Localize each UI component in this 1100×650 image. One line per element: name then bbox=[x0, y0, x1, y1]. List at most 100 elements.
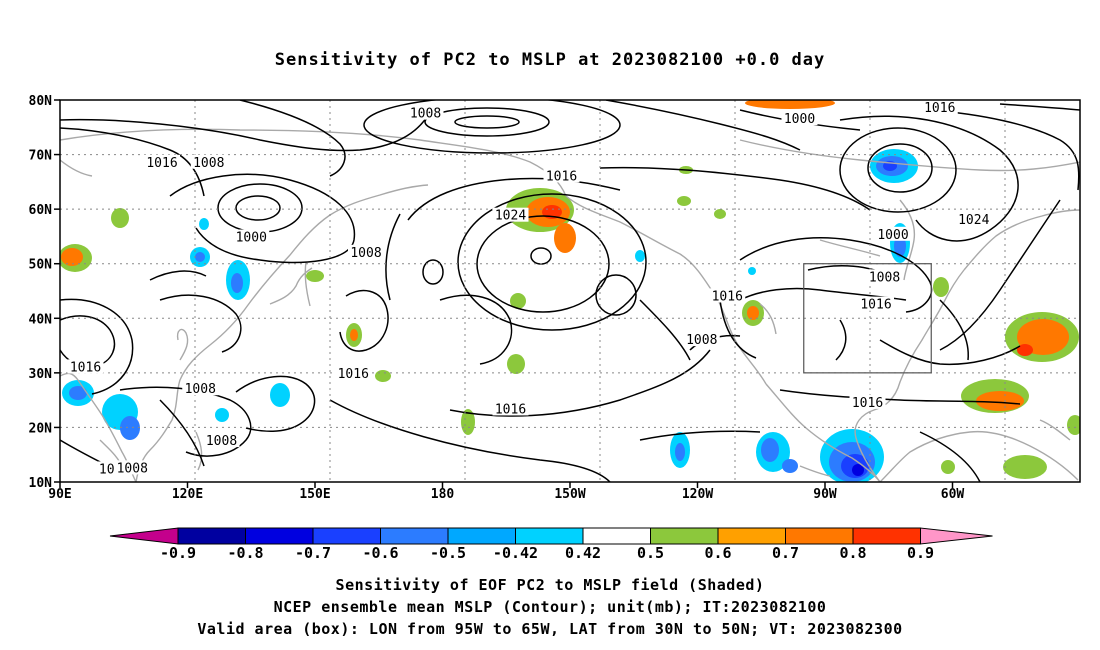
lat-label: 30N bbox=[29, 367, 53, 382]
lat-label: 20N bbox=[29, 421, 53, 436]
map-title: Sensitivity of PC2 to MSLP at 2023082100… bbox=[274, 50, 826, 70]
contour-label: 1008 bbox=[686, 333, 717, 348]
negative-shading bbox=[62, 149, 918, 482]
lon-label: 90E bbox=[48, 487, 71, 502]
colorbar-segment bbox=[245, 527, 314, 545]
colorbar-label: -0.42 bbox=[493, 544, 538, 562]
contour-label-bg bbox=[203, 433, 240, 448]
graticule bbox=[60, 100, 1080, 482]
colorbar-segment bbox=[852, 527, 921, 545]
lon-label: 90W bbox=[813, 487, 837, 502]
contour-label-bg bbox=[875, 226, 911, 241]
colorbar-segment bbox=[785, 527, 854, 545]
colorbar-label: -0.5 bbox=[430, 544, 466, 562]
contour-label-bg bbox=[849, 394, 886, 409]
contour-label: 1016 bbox=[712, 289, 743, 304]
lat-label: 70N bbox=[29, 149, 53, 164]
lat-label: 50N bbox=[29, 258, 53, 273]
contour-label-bg bbox=[190, 154, 227, 169]
colorbar-segment bbox=[717, 527, 786, 545]
contour-label: 1024 bbox=[958, 213, 989, 228]
contour-label: 1016 bbox=[546, 169, 577, 184]
contour-label: 1008 bbox=[350, 246, 381, 261]
contour-label: 1000 bbox=[877, 228, 908, 243]
caption-line-1: Sensitivity of EOF PC2 to MSLP field (Sh… bbox=[335, 576, 765, 594]
colorbar-segment bbox=[380, 527, 449, 545]
contour-label-bg bbox=[407, 105, 444, 120]
contour-label: 1024 bbox=[495, 209, 526, 224]
sensitivity-shading bbox=[60, 100, 1080, 482]
contour-labels: 1008 1000 1016 1016 1008 1016 1024 1000 1008 1000… bbox=[67, 100, 992, 477]
caption: Sensitivity of EOF PC2 to MSLP field (Sh… bbox=[0, 574, 1100, 640]
valid-area-box bbox=[803, 263, 932, 374]
mslp-contours bbox=[60, 100, 1080, 482]
colorbar-label: 0.5 bbox=[637, 544, 664, 562]
lon-label: 120E bbox=[172, 487, 203, 502]
contour-label-bg bbox=[182, 381, 219, 396]
colorbar: -0.9 -0.8 -0.7 -0.6 -0.5 -0.42 0.42 0.5 0.6 0.7 0.… bbox=[109, 527, 993, 562]
colorbar-label: 0.9 bbox=[907, 544, 934, 562]
lon-label: 150E bbox=[299, 487, 330, 502]
contour-label: 10 bbox=[99, 462, 115, 477]
caption-line-3: Valid area (box): LON from 95W to 65W, L… bbox=[197, 620, 903, 638]
colorbar-label: 0.8 bbox=[839, 544, 866, 562]
contour-label: 1008 bbox=[193, 156, 224, 171]
contour-label-bg bbox=[781, 111, 818, 126]
colorbar-right-arrow bbox=[920, 527, 993, 545]
colorbar-left-arrow bbox=[109, 527, 179, 545]
lat-label: 80N bbox=[29, 94, 53, 109]
lat-label: 40N bbox=[29, 312, 53, 327]
contour-label-bg bbox=[114, 460, 151, 475]
colorbar-segment bbox=[447, 527, 516, 545]
lat-label: 10N bbox=[29, 476, 53, 491]
contour-label-bg bbox=[233, 229, 270, 244]
colorbar-segment bbox=[650, 527, 719, 545]
colorbar-segment bbox=[582, 527, 651, 545]
contour-label: 1008 bbox=[117, 461, 148, 476]
contour-label: 1008 bbox=[410, 107, 441, 122]
contour-label: 1016 bbox=[860, 298, 891, 313]
contour-label-bg bbox=[866, 269, 903, 284]
longitude-labels: 90E 120E 150E 180 150W 120W 90W 60W bbox=[48, 482, 964, 502]
contour-label-bg bbox=[492, 207, 529, 222]
contour-label-bg bbox=[955, 212, 992, 227]
contour-label-bg bbox=[858, 296, 894, 311]
lon-label: 120W bbox=[682, 487, 713, 502]
valid-area-box-layer bbox=[803, 263, 932, 374]
lon-label: 180 bbox=[431, 487, 455, 502]
colorbar-label: -0.8 bbox=[227, 544, 263, 562]
contour-label-bg bbox=[144, 154, 180, 169]
contour-label-bg bbox=[96, 461, 117, 476]
contour-label-bg bbox=[348, 244, 384, 259]
colorbar-label: 0.42 bbox=[565, 544, 601, 562]
contour-label: 1000 bbox=[236, 231, 267, 246]
contour-label: 1016 bbox=[70, 360, 101, 375]
contour-label: 1008 bbox=[869, 270, 900, 285]
contour-label-bg bbox=[921, 100, 958, 115]
contour-label: 1008 bbox=[185, 382, 216, 397]
contour-label-bg bbox=[543, 168, 580, 183]
contour-label: 1016 bbox=[852, 396, 883, 411]
colorbar-label: 0.7 bbox=[772, 544, 799, 562]
contour-label: 1016 bbox=[495, 402, 526, 417]
contour-label-bg bbox=[492, 401, 529, 416]
contour-label-bg bbox=[683, 332, 720, 347]
contour-label: 1016 bbox=[338, 367, 369, 382]
colorbar-segment bbox=[312, 527, 381, 545]
contour-label: 1016 bbox=[924, 101, 955, 116]
colorbar-label: -0.6 bbox=[362, 544, 398, 562]
contour-label-bg bbox=[335, 365, 372, 380]
lon-label: 150W bbox=[554, 487, 585, 502]
contour-label: 1000 bbox=[784, 112, 815, 127]
colorbar-segment bbox=[177, 527, 246, 545]
coastlines bbox=[60, 128, 1080, 482]
colorbar-label: -0.9 bbox=[160, 544, 196, 562]
contour-label: 1016 bbox=[146, 156, 177, 171]
colorbar-label: -0.7 bbox=[295, 544, 331, 562]
contour-label-bg bbox=[709, 288, 746, 303]
lat-label: 60N bbox=[29, 203, 53, 218]
colorbar-segment bbox=[515, 527, 584, 545]
contour-label-bg bbox=[67, 359, 104, 374]
colorbar-label: 0.6 bbox=[704, 544, 731, 562]
